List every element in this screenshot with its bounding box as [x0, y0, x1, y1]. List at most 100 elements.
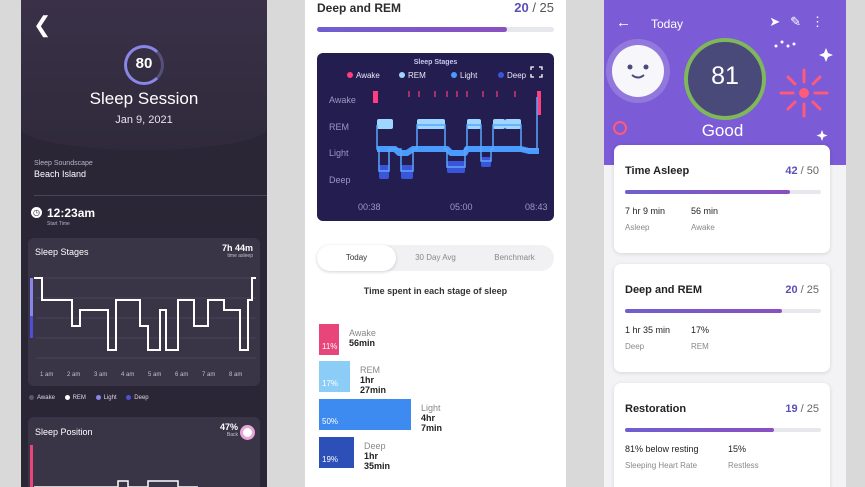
edit-icon[interactable]: ✎ — [790, 14, 811, 29]
deep-rem-panel: Deep and REM 20 / 25 Sleep Stages Awake R… — [305, 0, 566, 487]
time-asleep-value: 7h 44m — [221, 243, 253, 253]
moon-face-icon — [627, 64, 649, 79]
hypnogram-chart: 1 am 2 am 3 am 4 am 5 am 6 am 7 am 8 am — [30, 277, 256, 378]
stages-legend: Awake REM Light Deep — [29, 395, 157, 401]
metric-label: Awake — [691, 223, 715, 232]
legend-dot-rem — [399, 72, 405, 78]
sleep-stages-chart: Sleep Stages Awake REM Light Deep Awake REM L… — [317, 53, 554, 221]
legend-label-rem: REM — [408, 71, 426, 80]
metric-label: Sleeping Heart Rate — [625, 461, 698, 470]
tick-label: 4 am — [121, 372, 134, 378]
stages-card-title: Sleep Stages — [35, 247, 89, 257]
position-card-title: Sleep Position — [35, 427, 93, 437]
metric-value: 7 hr 9 min — [625, 206, 666, 216]
legend-dot-deep — [498, 72, 504, 78]
score-card-deep-and-rem[interactable]: Deep and REM 20 / 25 1 hr 35 min Deep 17% REM — [614, 264, 830, 372]
metric-value: 81% below resting — [625, 444, 699, 454]
share-icon[interactable]: ➤ — [769, 14, 791, 29]
header-title: Today — [651, 17, 684, 31]
header-title: Deep and REM — [317, 1, 402, 15]
stage-name: REM — [360, 365, 380, 375]
tab-30-day-avg[interactable]: 30 Day Avg — [415, 253, 456, 262]
card-score: 19 / 25 — [785, 403, 819, 415]
metric-label: Restless — [728, 461, 759, 470]
back-arrow-icon[interactable]: ❮ — [33, 12, 52, 37]
expand-icon[interactable] — [530, 66, 543, 78]
legend-item-rem: REM — [64, 395, 86, 401]
session-date: Jan 9, 2021 — [115, 114, 173, 126]
soundscape-label: Sleep Soundscape — [34, 160, 93, 167]
tick-label: 3 am — [94, 372, 107, 378]
score-card-restoration[interactable]: Restoration 19 / 25 81% below resting Sleep… — [614, 383, 830, 487]
stage-percent: 19% — [322, 455, 339, 464]
sleep-stages-card[interactable]: Sleep Stages 7h 44m time asleep 1 am 2 a… — [28, 238, 260, 386]
position-chart — [30, 445, 198, 487]
sleep-position-card[interactable]: Sleep Position 47% Back — [28, 417, 260, 487]
tick-label: 6 am — [175, 372, 188, 378]
card-score: 20 / 25 — [785, 284, 819, 296]
tab-benchmark[interactable]: Benchmark — [494, 253, 535, 262]
stages-chart-svg: Sleep Stages Awake REM Light Deep Awake REM L… — [329, 59, 548, 212]
soundscape-value[interactable]: Beach Island — [34, 169, 87, 179]
tick-label: 8 am — [229, 372, 242, 378]
tick-label: 7 am — [202, 372, 215, 378]
today-score-panel: ← Today ➤✎⋮ 81 Good Time Asleep 42 / 50 7 … — [604, 0, 846, 487]
card-title: Deep and REM — [625, 284, 703, 296]
y-axis-label: REM — [329, 122, 349, 132]
score-ring: 80 — [124, 45, 164, 85]
stage-duration: 1hr 35min — [364, 451, 391, 471]
back-arrow-icon[interactable]: ← — [616, 14, 631, 31]
period-segmented-control: Today 30 Day Avg Benchmark — [317, 245, 554, 271]
header-actions: ➤✎⋮ — [769, 14, 834, 30]
header-score-max: / 25 — [532, 0, 554, 15]
header-progress-fill — [317, 27, 507, 32]
x-axis-tick: 00:38 — [358, 202, 381, 212]
x-axis-tick: 05:00 — [450, 202, 473, 212]
header-score-value: 20 — [514, 0, 529, 15]
metric-value: 15% — [728, 444, 747, 454]
clock-icon: ◷ — [31, 207, 42, 218]
position-value: 47% — [219, 422, 238, 432]
stage-name: Deep — [364, 441, 386, 451]
header-score: 20 / 25 — [514, 0, 554, 15]
sleep-session-panel: ❮ 80 Sleep Session Jan 9, 2021 Sleep Sou… — [21, 0, 267, 487]
stage-duration: 56min — [349, 338, 376, 348]
stage-name: Awake — [349, 328, 376, 338]
start-time-label: Start Time — [47, 221, 70, 227]
metric-value: 17% — [691, 325, 710, 335]
metric-label: REM — [691, 342, 709, 351]
session-score: 80 — [135, 55, 153, 72]
time-asleep-label: time asleep — [227, 253, 253, 259]
session-title: Sleep Session — [89, 89, 199, 108]
legend-item-awake: Awake — [29, 395, 55, 401]
card-score-max: / 25 — [800, 284, 819, 296]
legend-dot-awake — [347, 72, 353, 78]
position-value-block: 47% Back — [220, 422, 238, 438]
position-ring-icon — [240, 425, 255, 440]
card-progress-bar — [625, 309, 821, 313]
score-card-time-asleep[interactable]: Time Asleep 42 / 50 7 hr 9 min Asleep 56 min… — [614, 145, 830, 253]
tab-today[interactable]: Today — [317, 245, 396, 271]
metric-label: Deep — [625, 342, 645, 351]
card-score-value: 42 — [785, 165, 798, 177]
stages-subheading: Time spent in each stage of sleep — [363, 286, 508, 296]
metric-value: 56 min — [691, 206, 719, 216]
stage-duration: 1hr 27min — [360, 375, 387, 395]
chart-title: Sleep Stages — [414, 59, 458, 66]
legend-label-deep: Deep — [507, 71, 527, 80]
card-progress-fill — [625, 309, 782, 313]
stage-percent: 11% — [322, 342, 338, 351]
sleep-score-ring: 81 — [684, 38, 766, 120]
more-options-icon[interactable]: ⋮ — [811, 14, 834, 29]
card-score-value: 20 — [785, 284, 798, 296]
card-title: Time Asleep — [625, 165, 690, 177]
stage-bar: 50% — [319, 399, 411, 430]
y-axis-label: Awake — [329, 95, 356, 105]
legend-item-light: Light — [95, 395, 117, 401]
sleep-score: 81 — [711, 62, 739, 90]
stage-bar: 11% — [319, 324, 339, 355]
start-time: 12:23am — [47, 206, 96, 220]
tick-label: 5 am — [148, 372, 161, 378]
tick-label: 1 am — [40, 372, 53, 378]
x-axis-tick: 08:43 — [525, 202, 548, 212]
